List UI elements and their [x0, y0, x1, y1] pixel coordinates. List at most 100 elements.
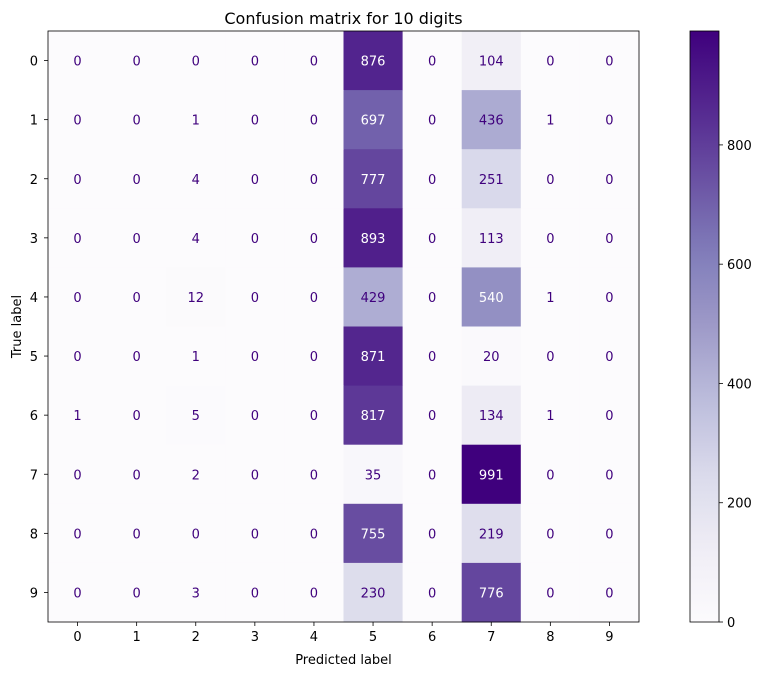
cell-value-label: 0	[251, 350, 259, 365]
y-tick-label: 9	[30, 586, 38, 601]
heatmap-cell	[343, 149, 404, 209]
cell-value-label: 871	[361, 350, 386, 365]
cell-value-label: 0	[605, 586, 613, 601]
cell-value-label: 0	[310, 232, 318, 247]
cell-value-label: 0	[605, 468, 613, 483]
heatmap-cell	[284, 90, 344, 150]
heatmap-cell	[166, 326, 226, 387]
cell-value-label: 1	[192, 114, 200, 129]
cell-value-label: 893	[361, 232, 386, 247]
cell-value-label: 1	[192, 350, 200, 365]
cell-value-label: 0	[133, 468, 141, 483]
cell-value-label: 0	[251, 173, 259, 188]
x-tick-label: 7	[487, 630, 495, 645]
cell-value-label: 0	[310, 468, 318, 483]
cell-value-label: 12	[187, 291, 204, 306]
x-tick-label: 1	[133, 630, 141, 645]
cell-value-label: 0	[73, 291, 81, 306]
cell-value-label: 0	[428, 586, 436, 601]
heatmap-cell	[48, 90, 108, 150]
heatmap-cell	[48, 444, 108, 505]
heatmap-cell	[579, 503, 640, 564]
heatmap-cell	[402, 385, 463, 446]
heatmap-cell	[461, 267, 522, 327]
cell-value-label: 0	[310, 173, 318, 188]
cell-value-label: 0	[605, 173, 613, 188]
heatmap-cell	[166, 444, 226, 505]
heatmap-cell	[166, 267, 226, 327]
cell-value-label: 776	[479, 586, 504, 601]
heatmap-cell	[343, 208, 404, 268]
heatmap-cell	[166, 385, 226, 446]
cell-value-label: 0	[605, 55, 613, 70]
x-tick-label: 0	[73, 630, 81, 645]
cell-value-label: 0	[546, 173, 554, 188]
cell-value-label: 251	[479, 173, 504, 188]
heatmap-cell	[107, 326, 167, 387]
heatmap-cell	[225, 562, 285, 623]
cell-value-label: 0	[251, 55, 259, 70]
y-tick-label: 4	[30, 291, 38, 306]
heatmap-cell	[225, 208, 285, 268]
x-axis-ticks: 0 1 2 3 4 5 6 7 8 9	[73, 622, 614, 645]
cell-value-label: 0	[192, 527, 200, 542]
colorbar-tick-label: 400	[727, 377, 752, 392]
heatmap-cell	[107, 90, 167, 150]
heatmap-cell	[107, 31, 167, 91]
heatmap-cell	[461, 503, 522, 564]
cell-value-label: 0	[605, 291, 613, 306]
heatmap-cell	[166, 31, 226, 91]
heatmap-cell	[107, 444, 167, 505]
cell-value-label: 0	[133, 114, 141, 129]
cell-value-label: 0	[192, 55, 200, 70]
cell-value-label: 0	[310, 350, 318, 365]
cell-value-label: 0	[133, 350, 141, 365]
heatmap-cell	[461, 149, 522, 209]
heatmap-cell	[225, 326, 285, 387]
x-tick-label: 6	[428, 630, 436, 645]
heatmap-cell	[284, 267, 344, 327]
heatmap-cell	[520, 444, 581, 505]
colorbar-ticks: 0 200 400 600 800	[719, 139, 752, 631]
heatmap-cell	[284, 444, 344, 505]
cell-value-label: 35	[365, 468, 382, 483]
heatmap-cell	[520, 208, 581, 268]
cell-value-label: 0	[428, 114, 436, 129]
heatmap-cell	[402, 149, 463, 209]
cell-value-label: 876	[361, 55, 386, 70]
heatmap-cell	[579, 267, 640, 327]
cell-value-label: 0	[251, 527, 259, 542]
cell-value-label: 0	[73, 586, 81, 601]
cell-value-label: 113	[479, 232, 504, 247]
cell-value-label: 0	[73, 55, 81, 70]
heatmap-cell	[284, 149, 344, 209]
heatmap-cell	[284, 503, 344, 564]
cell-value-label: 817	[361, 409, 386, 424]
y-tick-label: 1	[30, 114, 38, 129]
cell-value-label: 0	[428, 468, 436, 483]
heatmap-cell	[461, 562, 522, 623]
heatmap-cell	[343, 562, 404, 623]
cell-value-label: 0	[428, 232, 436, 247]
cell-value-label: 0	[546, 55, 554, 70]
heatmap-cell	[579, 444, 640, 505]
heatmap-cell	[107, 208, 167, 268]
y-tick-label: 2	[30, 173, 38, 188]
heatmap-cell	[166, 149, 226, 209]
heatmap-cell	[48, 562, 108, 623]
heatmap-cell	[461, 444, 522, 505]
heatmap-cell	[284, 31, 344, 91]
heatmap-cell	[48, 385, 108, 446]
cell-value-label: 0	[133, 55, 141, 70]
cell-value-label: 0	[428, 173, 436, 188]
cell-value-label: 0	[546, 232, 554, 247]
heatmap-cell	[48, 326, 108, 387]
x-axis-label: Predicted label	[295, 653, 392, 668]
cell-value-label: 0	[251, 232, 259, 247]
cell-value-label: 20	[483, 350, 500, 365]
heatmap-cell	[520, 562, 581, 623]
heatmap-cell	[107, 149, 167, 209]
heatmap-cell	[461, 31, 522, 91]
x-tick-label: 8	[546, 630, 554, 645]
cell-value-label: 777	[361, 173, 386, 188]
